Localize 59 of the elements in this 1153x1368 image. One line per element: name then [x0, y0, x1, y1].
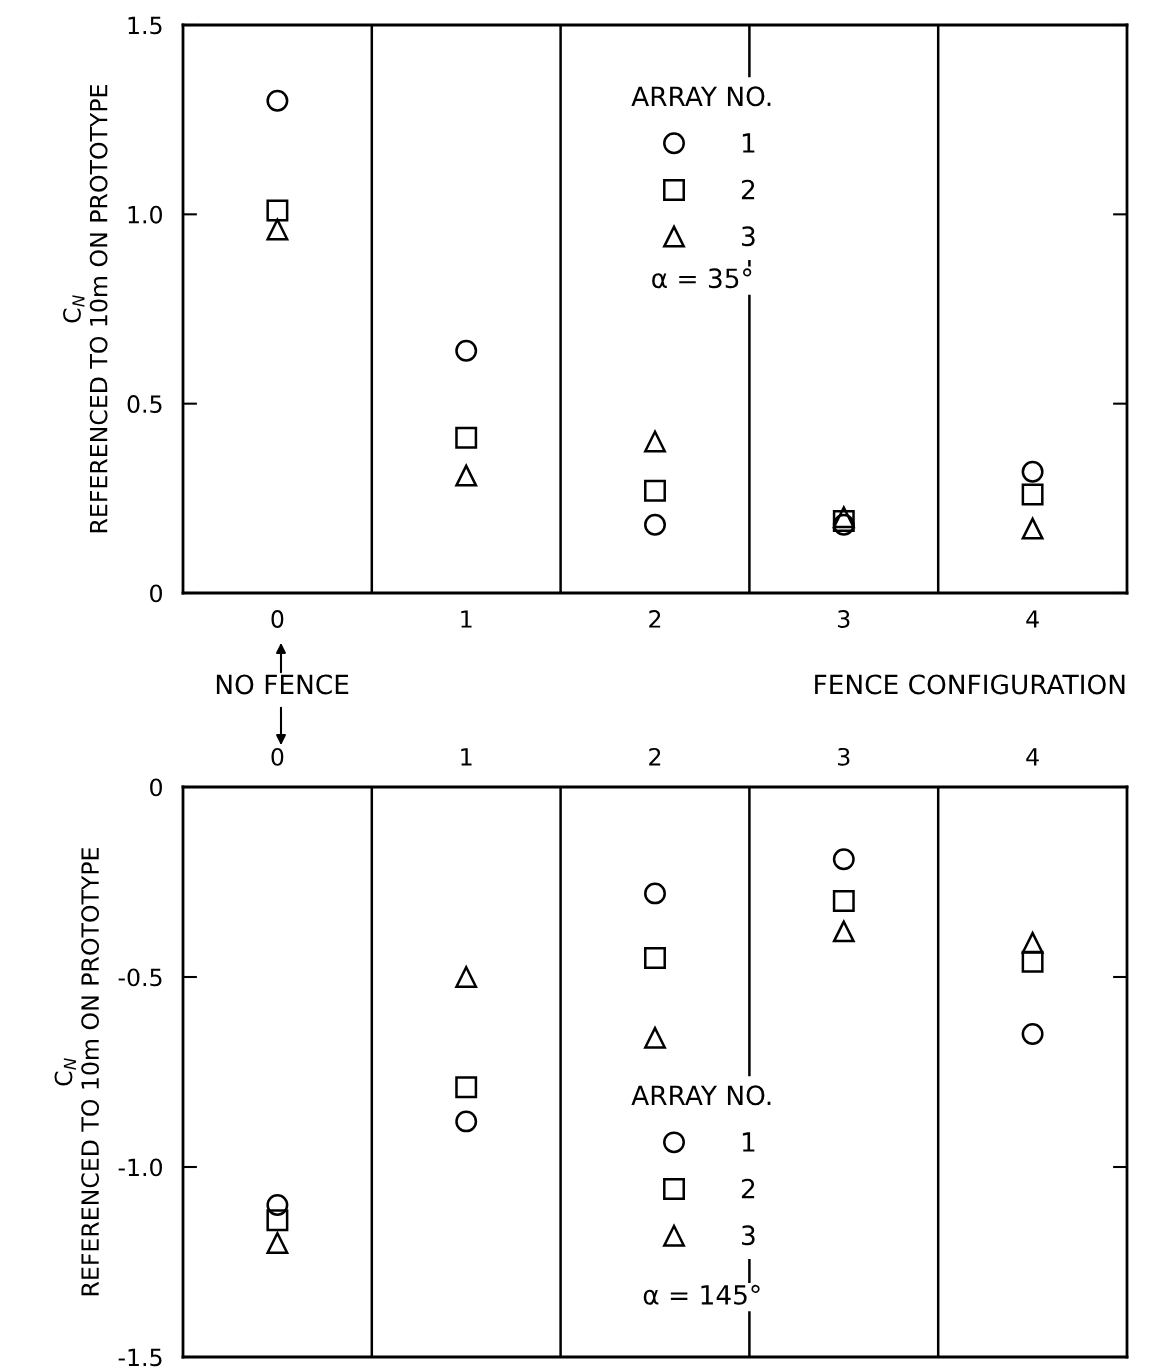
y-tick-label: 0: [150, 584, 162, 603]
point: [1021, 483, 1044, 506]
legend-label: 3: [742, 226, 755, 247]
x-tick-label: 3: [838, 610, 850, 628]
x-tick-label: 4: [1026, 748, 1039, 766]
point: [266, 199, 289, 222]
point: [832, 890, 855, 912]
legend-title: ARRAY NO.: [631, 86, 771, 107]
x-tick-label: 2: [649, 610, 661, 628]
y-tick-label: -0.5: [118, 968, 162, 987]
x-axis-title: FENCE CONFIGURATION: [815, 674, 1125, 695]
point: [644, 513, 666, 536]
x-tick-label: 3: [838, 747, 850, 766]
point: [455, 339, 478, 362]
text: NO FENCE: [216, 674, 349, 695]
point: [455, 1110, 478, 1133]
y-tick-label: 0.5: [127, 395, 162, 413]
point: [455, 966, 478, 988]
point: [832, 920, 855, 943]
point: [1021, 931, 1044, 954]
y-tick-label: 0: [150, 778, 162, 797]
point: [266, 1232, 289, 1254]
legend-label: 2: [741, 179, 755, 200]
point: [1021, 517, 1044, 540]
y-tick-label: -1.0: [118, 1158, 162, 1177]
y-tick-label: -1.5: [118, 1348, 162, 1367]
x-tick-label: 2: [649, 747, 661, 766]
point: [266, 1194, 289, 1216]
x-tick-label: 0: [271, 610, 284, 628]
point: [832, 848, 855, 871]
point: [644, 947, 666, 969]
legend-label: 1: [742, 1132, 755, 1152]
point: [455, 1076, 478, 1099]
point: [455, 426, 478, 449]
x-tick-label: 1: [461, 748, 472, 766]
annotation: α = 145°: [643, 1284, 760, 1305]
point: [644, 1026, 666, 1049]
annotation: α = 35°: [652, 268, 752, 289]
point: [455, 464, 478, 487]
y-axis-title: C$_{N}$ REFERENCED TO 10m ON PROTOTYPE: [54, 848, 100, 1296]
point: [1021, 950, 1044, 973]
y-tick-label: 1.5: [128, 16, 162, 35]
legend-label: 2: [741, 1178, 755, 1199]
point: [266, 218, 289, 241]
point: [644, 479, 666, 502]
point: [266, 89, 289, 112]
legend-label: 1: [742, 133, 755, 153]
y-axis-title: C$_{N}$ REFERENCED TO 10m ON PROTOTYPE: [63, 85, 108, 533]
point: [644, 430, 666, 453]
y-tick-label: 1.0: [128, 205, 162, 224]
x-tick-label: 4: [1026, 610, 1039, 628]
point: [1021, 460, 1044, 483]
legend-title: ARRAY NO.: [631, 1085, 771, 1106]
legend-label: 3: [742, 1225, 755, 1246]
point: [644, 882, 666, 905]
x-tick-label: 0: [271, 747, 284, 766]
point: [1021, 1023, 1044, 1045]
x-tick-label: 1: [461, 610, 472, 628]
point: [266, 1209, 289, 1232]
